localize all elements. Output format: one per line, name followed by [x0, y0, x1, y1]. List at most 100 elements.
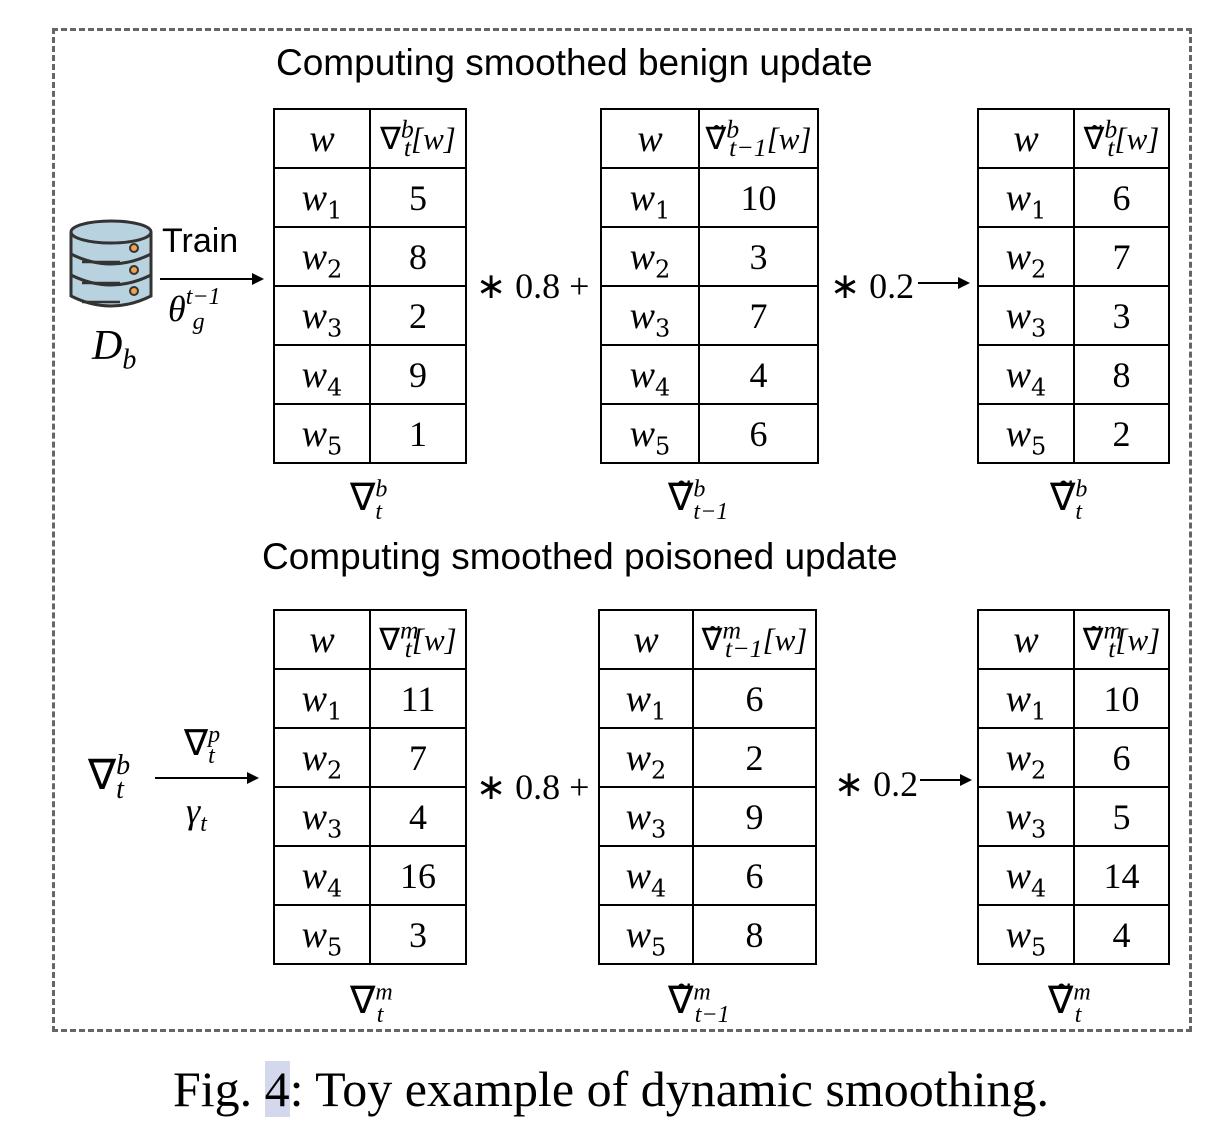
row-label: w1 — [273, 167, 371, 228]
row-label: w1 — [600, 167, 700, 228]
malicious-smoothed-label: ∇̃mt — [1048, 979, 1091, 1028]
row-label: w5 — [598, 904, 694, 965]
malicious-smoothed-table: w ∇̃mt[w] w1 10 w2 6 w3 5 w4 14 w5 4 — [977, 609, 1170, 965]
row-label: w3 — [273, 786, 371, 847]
cell-value: 1 — [369, 403, 467, 464]
cell-value: 6 — [692, 845, 817, 906]
cell-value: 7 — [698, 285, 819, 346]
result-arrow — [920, 774, 972, 786]
row-label: w2 — [600, 226, 700, 287]
cell-value: 9 — [692, 786, 817, 847]
cell-value: 2 — [692, 727, 817, 788]
row-label: w5 — [977, 403, 1075, 464]
dataset-label: Db — [92, 323, 137, 376]
malicious-gradient-label: ∇mt — [350, 979, 393, 1028]
header-w: w — [600, 108, 700, 169]
cell-value: 10 — [1073, 668, 1170, 729]
header-w: w — [598, 609, 694, 670]
figure-caption: Fig. 4: Toy example of dynamic smoothing… — [172, 1061, 1050, 1117]
database-icon — [69, 219, 153, 308]
row-label: w4 — [600, 344, 700, 405]
cell-value: 7 — [369, 727, 467, 788]
row-label: w1 — [273, 668, 371, 729]
row-label: w3 — [600, 285, 700, 346]
cell-value: 5 — [369, 167, 467, 228]
train-arrow — [160, 273, 264, 285]
global-model-label: θt−1g — [168, 284, 221, 336]
benign-title: Computing smoothed benign update — [276, 42, 873, 83]
cell-value: 7 — [1073, 226, 1170, 287]
cell-value: 8 — [369, 226, 467, 287]
row-label: w4 — [273, 845, 371, 906]
row-label: w4 — [598, 845, 694, 906]
coefficient-02: ∗ 0.2 — [830, 266, 915, 306]
header-w: w — [273, 108, 371, 169]
cell-value: 5 — [1073, 786, 1170, 847]
coefficient-02: ∗ 0.2 — [834, 764, 919, 804]
row-label: w3 — [977, 786, 1075, 847]
cell-value: 6 — [1073, 727, 1170, 788]
scale-factor-label: γt — [186, 791, 207, 838]
row-label: w1 — [977, 668, 1075, 729]
row-label: w5 — [977, 904, 1075, 965]
cell-value: 9 — [369, 344, 467, 405]
row-label: w2 — [273, 226, 371, 287]
benign-input-label: ∇bt — [88, 750, 131, 806]
row-label: w1 — [977, 167, 1075, 228]
cell-value: 3 — [369, 904, 467, 965]
cell-value: 4 — [369, 786, 467, 847]
cell-value: 14 — [1073, 845, 1170, 906]
cell-value: 16 — [369, 845, 467, 906]
header-value: ∇mt[w] — [369, 609, 467, 670]
cell-value: 4 — [1073, 904, 1170, 965]
cell-value: 2 — [369, 285, 467, 346]
coefficient-08: ∗ 0.8 + — [476, 767, 590, 807]
cell-value: 8 — [1073, 344, 1170, 405]
row-label: w1 — [598, 668, 694, 729]
dashed-frame — [52, 28, 1192, 1032]
row-label: w2 — [977, 727, 1075, 788]
row-label: w5 — [600, 403, 700, 464]
cell-value: 10 — [698, 167, 819, 228]
row-label: w4 — [273, 344, 371, 405]
cell-value: 6 — [692, 668, 817, 729]
row-label: w3 — [273, 285, 371, 346]
header-w: w — [977, 108, 1075, 169]
cell-value: 11 — [369, 668, 467, 729]
cell-value: 6 — [1073, 167, 1170, 228]
header-value: ∇̃bt−1[w] — [698, 108, 819, 169]
row-label: w5 — [273, 904, 371, 965]
row-label: w4 — [977, 845, 1075, 906]
benign-previous-smoothed-table: w ∇̃bt−1[w] w1 10 w2 3 w3 7 w4 4 w5 6 — [600, 108, 819, 464]
row-label: w4 — [977, 344, 1075, 405]
header-value: ∇̃mt[w] — [1073, 609, 1170, 670]
row-label: w2 — [598, 727, 694, 788]
poisoned-title: Computing smoothed poisoned update — [262, 536, 898, 577]
cell-value: 3 — [1073, 285, 1170, 346]
benign-smoothed-label: ∇̃bt — [1050, 476, 1088, 525]
benign-gradient-label: ∇bt — [350, 476, 388, 525]
header-w: w — [273, 609, 371, 670]
cell-value: 8 — [692, 904, 817, 965]
row-label: w3 — [977, 285, 1075, 346]
malicious-previous-smoothed-table: w ∇̃mt−1[w] w1 6 w2 2 w3 9 w4 6 w5 8 — [598, 609, 817, 965]
cell-value: 3 — [698, 226, 819, 287]
cell-value: 6 — [698, 403, 819, 464]
header-w: w — [977, 609, 1075, 670]
benign-smoothed-table: w ∇̃bt[w] w1 6 w2 7 w3 3 w4 8 w5 2 — [977, 108, 1170, 464]
train-label: Train — [162, 222, 239, 260]
cell-value: 4 — [698, 344, 819, 405]
row-label: w2 — [977, 226, 1075, 287]
benign-previous-label: ∇̃bt−1 — [668, 476, 729, 525]
benign-gradient-table: w ∇bt[w] w1 5 w2 8 w3 2 w4 9 w5 1 — [273, 108, 467, 464]
malicious-gradient-table: w ∇mt[w] w1 11 w2 7 w3 4 w4 16 w5 3 — [273, 609, 467, 965]
row-label: w3 — [598, 786, 694, 847]
result-arrow — [918, 277, 970, 289]
poison-arrow — [155, 772, 259, 784]
header-value: ∇̃mt−1[w] — [692, 609, 817, 670]
row-label: w5 — [273, 403, 371, 464]
coefficient-08: ∗ 0.8 + — [476, 266, 590, 306]
cell-value: 2 — [1073, 403, 1170, 464]
malicious-previous-label: ∇̃mt−1 — [668, 979, 730, 1028]
header-value: ∇̃bt[w] — [1073, 108, 1170, 169]
